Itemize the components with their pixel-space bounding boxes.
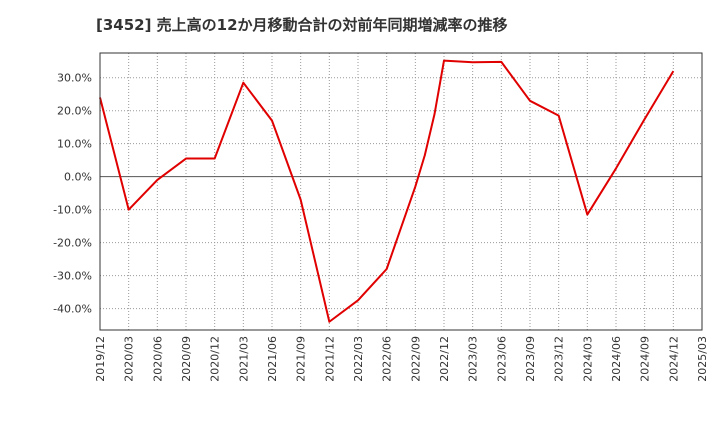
x-tick-label: 2021/12 [323,336,336,382]
grid [100,53,702,330]
y-tick-label: -40.0% [53,303,92,316]
y-axis-ticks: -40.0% -30.0% -20.0% -10.0% 0.0% 10.0% 20.0% 30… [53,72,92,316]
x-tick-label: 2021/06 [266,336,279,382]
x-tick-label: 2020/09 [180,336,193,382]
x-tick-label: 2023/12 [553,336,566,382]
y-tick-label: -20.0% [53,237,92,250]
x-tick-label: 2023/03 [467,336,480,382]
x-tick-label: 2023/09 [524,336,537,382]
x-tick-label: 2021/03 [237,336,250,382]
y-tick-label: 0.0% [64,171,92,184]
y-tick-label: 10.0% [57,138,92,151]
x-tick-label: 2024/09 [639,336,652,382]
x-tick-label: 2022/06 [381,336,394,382]
chart-title: [3452] 売上高の12か月移動合計の対前年同期増減率の推移 [96,16,508,34]
y-tick-label: -30.0% [53,270,92,283]
x-tick-label: 2020/03 [123,336,136,382]
series-layer [99,59,675,323]
x-tick-label: 2020/06 [151,336,164,382]
x-tick-label: 2022/03 [352,336,365,382]
plot-frame-layer [99,52,703,331]
y-tick-label: 30.0% [57,72,92,85]
x-tick-label: 2024/12 [667,336,680,382]
x-tick-label: 2019/12 [94,336,107,382]
x-axis-ticks: 2019/12 2020/03 2020/06 2020/09 2020/12 2021/… [94,336,709,382]
x-tick-label: 2022/12 [438,336,451,382]
x-tick-label: 2021/09 [295,336,308,382]
x-tick-label: 2024/06 [610,336,623,382]
x-tick-label: 2020/12 [209,336,222,382]
plot-frame [99,52,703,331]
y-tick-label: 20.0% [57,105,92,118]
x-tick-label: 2022/09 [409,336,422,382]
y-tick-label: -10.0% [53,204,92,217]
x-tick-label: 2025/03 [696,336,709,382]
x-tick-label: 2023/06 [495,336,508,382]
series-line [99,59,675,323]
x-tick-label: 2024/03 [581,336,594,382]
